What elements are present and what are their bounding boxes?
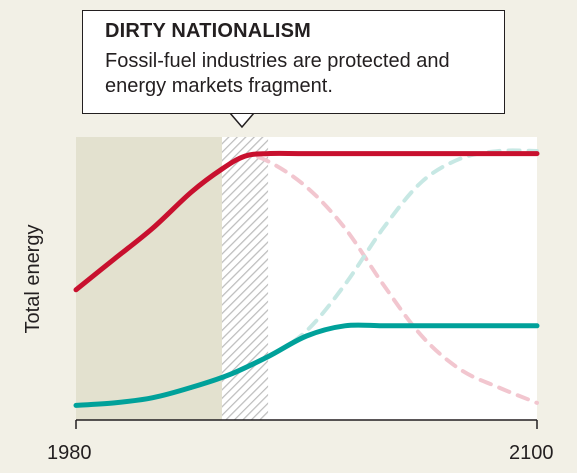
scenario-callout: DIRTY NATIONALISM Fossil-fuel industries…: [82, 10, 505, 114]
x-tick-label-start: 1980: [47, 442, 92, 464]
scenario-description: Fossil-fuel industries are protected and…: [105, 50, 450, 97]
scenario-title: DIRTY NATIONALISM: [105, 20, 311, 42]
series-line-2: [73, 322, 540, 408]
y-axis-label: Total energy: [22, 224, 44, 334]
callout-pointer: [229, 112, 255, 129]
shaded-region-historical: [76, 137, 222, 420]
x-tick-label-end: 2100: [509, 442, 554, 464]
series-line-1: [73, 150, 540, 293]
